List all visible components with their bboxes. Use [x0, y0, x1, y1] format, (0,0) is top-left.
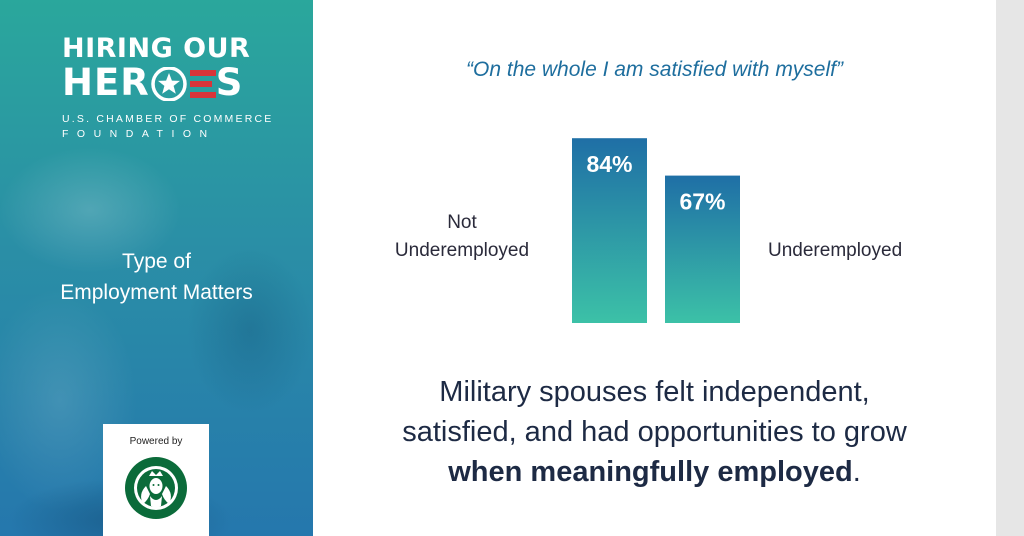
category-label-1: Underemployed [768, 240, 902, 261]
message-emphasis: when meaningfully employed [448, 456, 853, 488]
left-panel: HIRING OUR HER S U.S. CHAMBER OF COMMERC… [0, 0, 313, 536]
powered-by-box: Powered by [103, 424, 209, 536]
logo-subtitle-1: U.S. CHAMBER OF COMMERCE [62, 113, 274, 125]
right-gray-strip [996, 0, 1024, 536]
logo-subtitle-2: FOUNDATION [62, 128, 216, 140]
message-period: . [852, 456, 861, 488]
bar-value-label-0: 84% [586, 151, 632, 177]
logo-text-her: HER [62, 61, 150, 104]
logo-line-1: HIRING OUR [62, 33, 251, 64]
panel-heading-line-1: Type of [122, 250, 191, 273]
logo-text-s: S [215, 61, 244, 104]
message-line-1: Military spouses felt independent, [439, 376, 870, 408]
message-line-2: satisfied, and had opportunities to grow [402, 416, 907, 448]
hiring-our-heroes-logo: HIRING OUR HER S U.S. CHAMBER OF COMMERC… [62, 33, 274, 142]
powered-by-label: Powered by [129, 436, 183, 447]
starbucks-siren-icon [125, 457, 187, 519]
flag-stripes-icon [189, 70, 216, 98]
bar-value-label-1: 67% [679, 189, 725, 215]
star-icon [150, 67, 187, 101]
logo-line-2: HER S [62, 63, 252, 103]
panel-heading-line-2: Employment Matters [60, 281, 253, 304]
panel-heading: Type of Employment Matters [0, 246, 313, 308]
key-message: Military spouses felt independent, satis… [313, 372, 996, 492]
satisfaction-bar-chart: 84% 67% Not Underemployed Underemployed [395, 138, 902, 323]
message-line-3: when meaningfully employed. [313, 452, 996, 492]
bar-1 [665, 175, 740, 323]
survey-quote: “On the whole I am satisfied with myself… [466, 58, 843, 81]
category-label-0: Not Underemployed [395, 212, 529, 261]
bar-0 [572, 138, 647, 323]
